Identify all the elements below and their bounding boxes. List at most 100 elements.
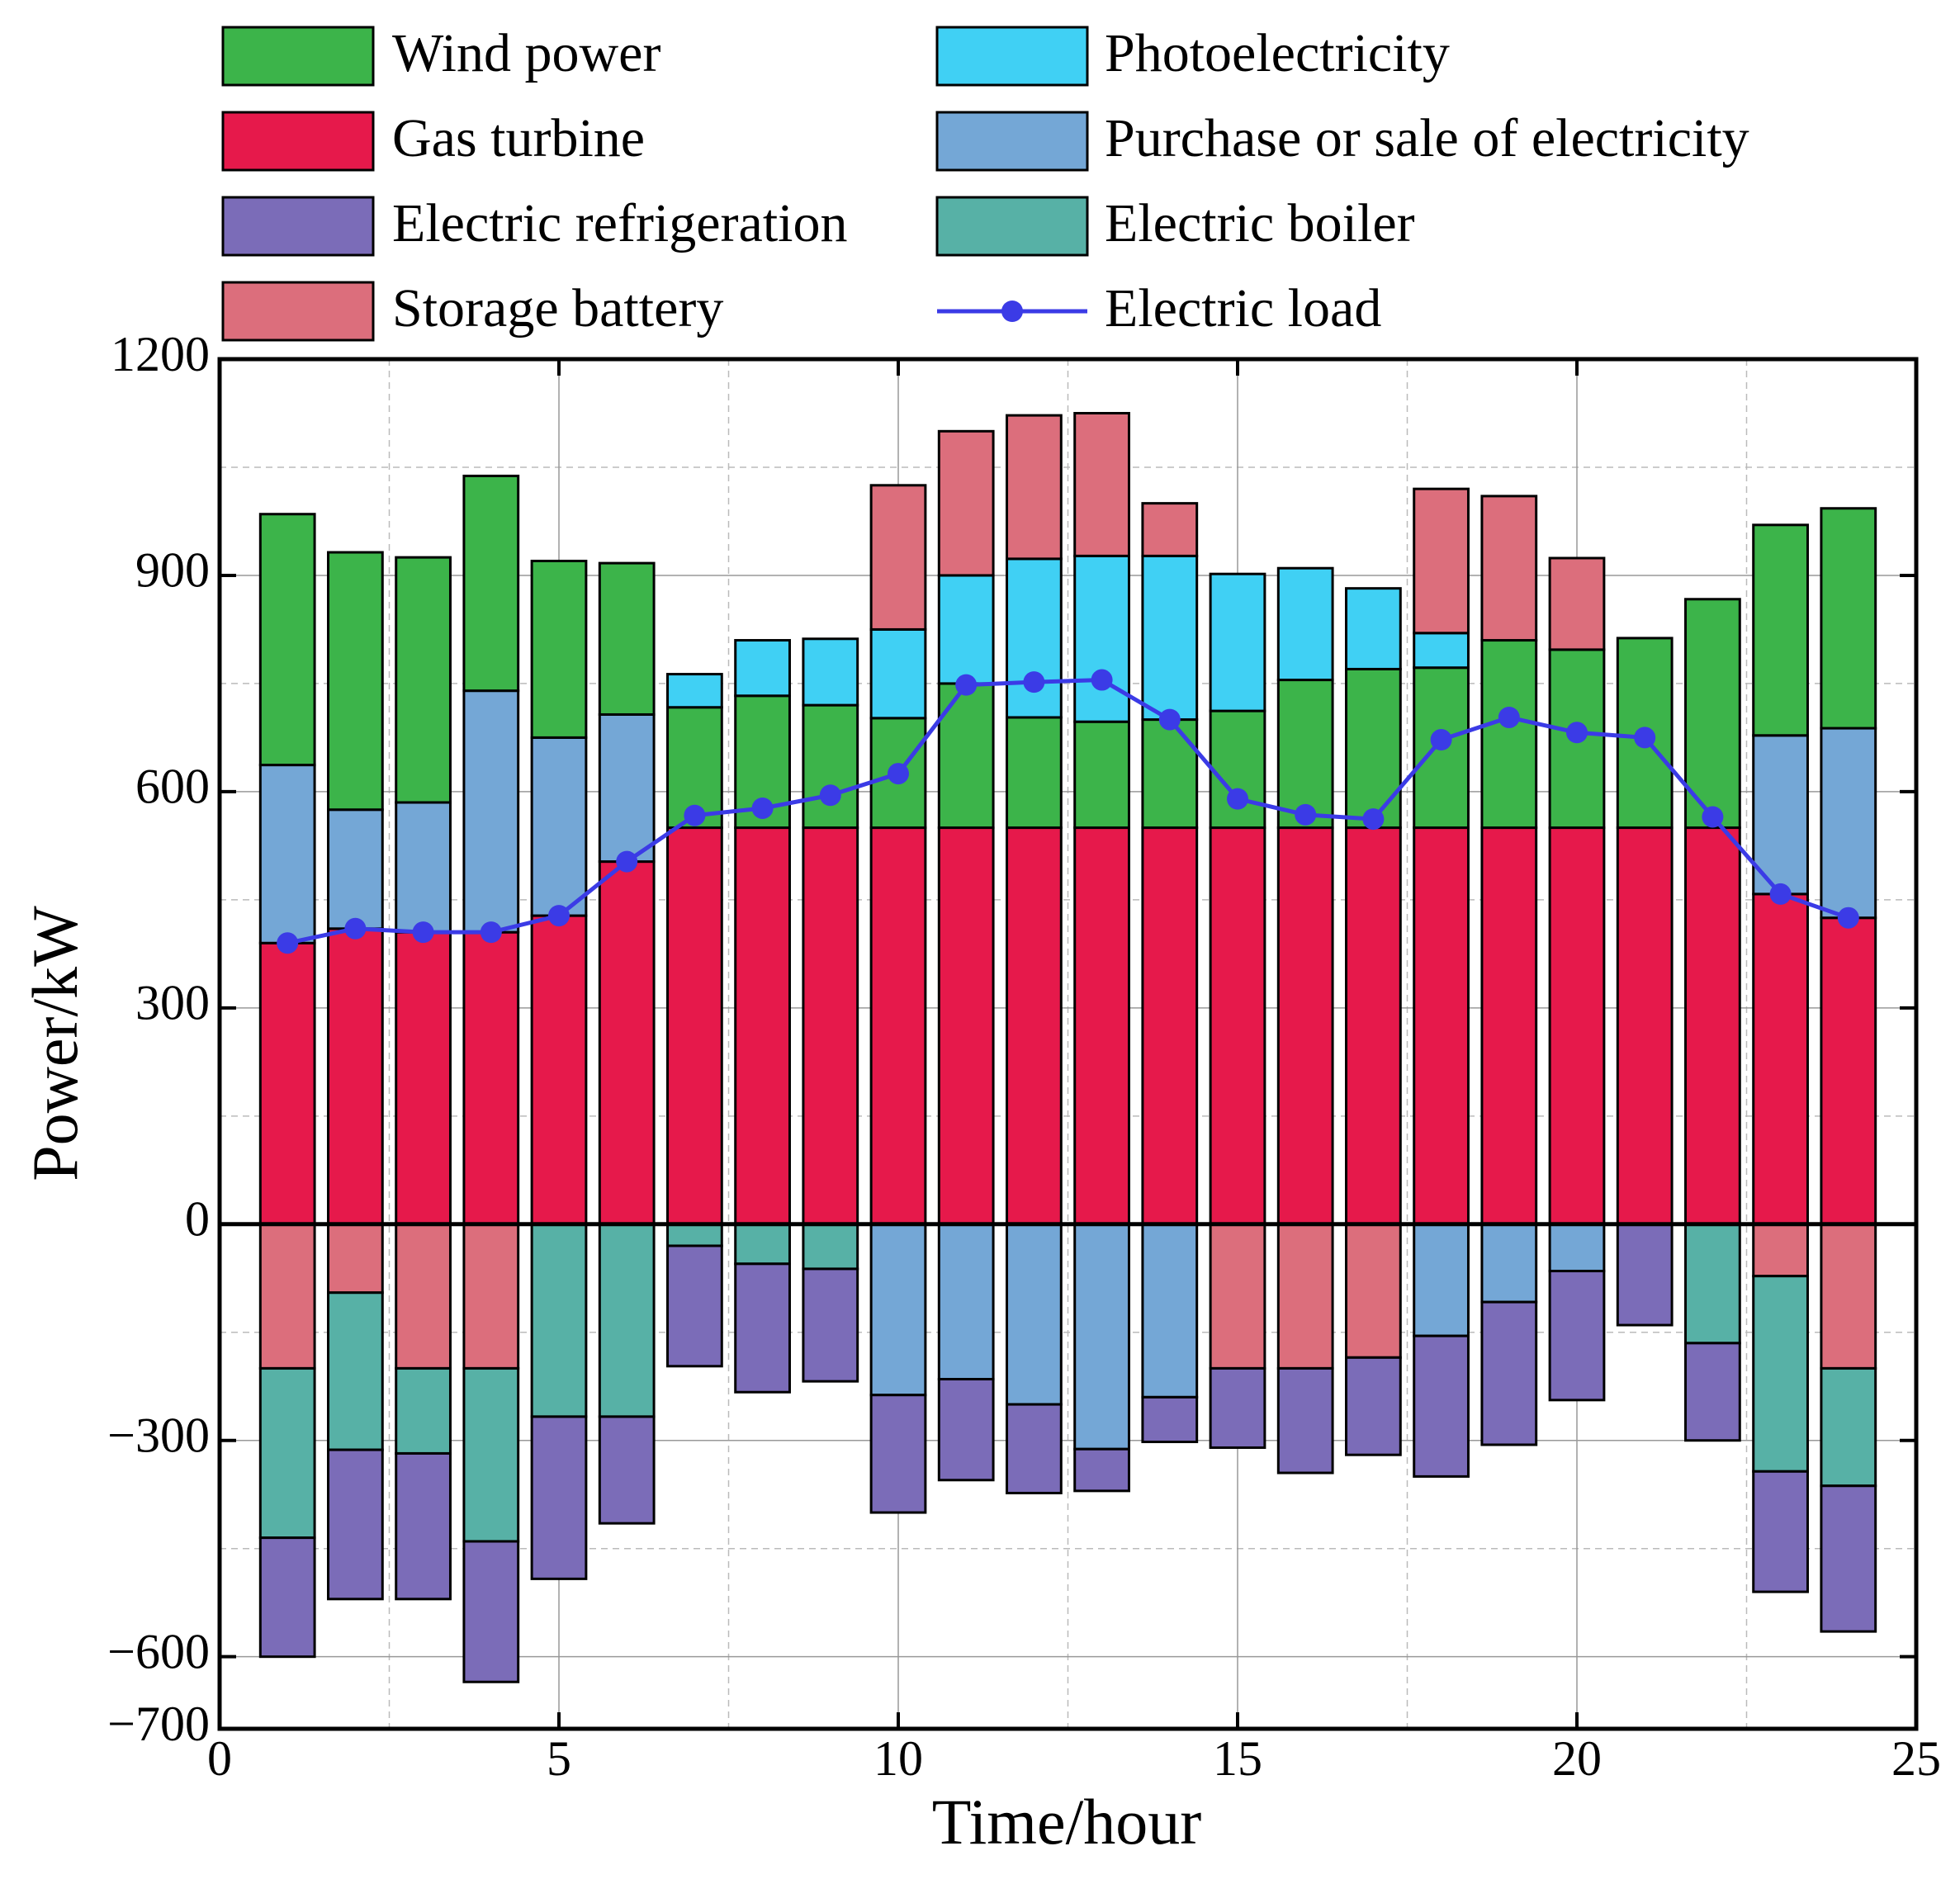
legend-swatch	[221, 196, 375, 257]
load-point	[1362, 808, 1385, 831]
load-point	[1769, 883, 1792, 905]
load-point	[819, 784, 841, 807]
bar-segment	[1820, 1484, 1877, 1633]
bar-segment	[1073, 411, 1130, 557]
bar-segment	[1413, 1223, 1470, 1337]
bar-segment	[1413, 632, 1470, 670]
bar-segment	[530, 559, 588, 739]
bar-segment	[666, 1244, 723, 1368]
legend-label: Wind power	[392, 23, 660, 83]
bar-segment	[462, 1540, 520, 1683]
load-point	[344, 917, 367, 940]
bar-segment	[1345, 667, 1402, 830]
bar-segment	[530, 1415, 588, 1580]
bar-segment	[462, 930, 520, 1226]
legend-swatch	[221, 111, 375, 172]
bar-segment	[1141, 554, 1199, 722]
bar-segment	[462, 1223, 520, 1370]
bar-segment	[258, 1366, 316, 1540]
load-point	[751, 797, 774, 819]
bar-segment	[1345, 587, 1402, 670]
bar-segment	[462, 1366, 520, 1543]
load-point	[888, 763, 909, 785]
bar-segment	[1480, 826, 1538, 1226]
bar-segment	[1006, 414, 1063, 561]
bar-segment	[1209, 1366, 1266, 1449]
bar-segment	[1141, 718, 1199, 830]
bar-segment	[1209, 826, 1266, 1226]
bar-segment	[1480, 495, 1538, 642]
bar-segment	[1073, 720, 1130, 830]
y-tick-label: −300	[107, 1408, 210, 1463]
bar-segment	[327, 1291, 384, 1451]
legend-label: Gas turbine	[392, 108, 645, 168]
bar-segment	[802, 826, 859, 1226]
legend-swatch	[935, 26, 1089, 87]
bar-segment	[327, 808, 384, 930]
bar-segment	[1820, 1366, 1877, 1488]
bar-segment	[598, 712, 656, 864]
bar-segment	[258, 513, 316, 767]
bar-segment	[869, 1223, 927, 1397]
legend-marker	[1001, 301, 1023, 322]
bar-segment	[1276, 1223, 1334, 1370]
bar-segment	[258, 1223, 316, 1370]
load-point	[955, 674, 978, 696]
bar-segment	[937, 682, 995, 830]
x-tick-label: 0	[207, 1731, 232, 1786]
legend-swatch	[221, 281, 375, 342]
load-point	[616, 850, 638, 873]
bar-segment	[1820, 916, 1877, 1226]
bar-segment	[258, 941, 316, 1226]
bar-segment	[734, 1223, 791, 1266]
bar-segment	[1684, 1342, 1741, 1442]
bar-segment	[734, 639, 791, 698]
bar-segment	[802, 637, 859, 707]
bar-segment	[530, 1223, 588, 1418]
legend-swatch	[221, 26, 375, 87]
x-tick-label: 20	[1552, 1731, 1602, 1786]
x-axis-label: Time/hour	[932, 1786, 1202, 1858]
x-tick-label: 15	[1213, 1731, 1262, 1786]
legend-label: Electric load	[1105, 278, 1381, 338]
bar-segment	[734, 1262, 791, 1394]
bar-segment	[869, 484, 927, 631]
bar-segment	[937, 826, 995, 1226]
load-point	[1091, 669, 1113, 691]
y-tick-label: 0	[185, 1192, 210, 1247]
y-tick-label: 300	[135, 976, 210, 1030]
load-point	[1837, 906, 1859, 929]
bar-segment	[802, 703, 859, 830]
bar-segment	[666, 826, 723, 1226]
bar-segment	[937, 1223, 995, 1381]
bar-segment	[937, 574, 995, 685]
bar-segment	[1752, 1223, 1809, 1278]
bar-segment	[395, 930, 452, 1226]
bar-segment	[530, 914, 588, 1226]
bar-segment	[1413, 826, 1470, 1226]
bar-segment	[1345, 1356, 1402, 1456]
load-point	[1566, 722, 1588, 744]
bar-segment	[802, 1223, 859, 1271]
bar-segment	[666, 1223, 723, 1247]
bar-segment	[1276, 679, 1334, 830]
load-point	[1430, 729, 1452, 751]
bar-segment	[327, 1223, 384, 1295]
bar-segment	[1073, 1223, 1130, 1451]
x-tick-label: 10	[873, 1731, 923, 1786]
legend-label: Purchase or sale of electricity	[1105, 108, 1749, 168]
bar-segment	[258, 764, 316, 944]
bar-segment	[1820, 507, 1877, 730]
legend-label: Electric refrigeration	[392, 193, 848, 253]
y-axis-label: Power/kW	[19, 906, 91, 1181]
bar-segment	[395, 1223, 452, 1370]
bar-segment	[395, 801, 452, 934]
legend-swatch	[935, 196, 1089, 257]
bar-segment	[1141, 502, 1199, 557]
load-point	[684, 804, 706, 826]
load-point	[548, 905, 570, 927]
load-point	[1227, 788, 1248, 810]
bar-segment	[1616, 1223, 1674, 1327]
bar-segment	[1480, 639, 1538, 830]
bar-segment	[1684, 598, 1741, 830]
